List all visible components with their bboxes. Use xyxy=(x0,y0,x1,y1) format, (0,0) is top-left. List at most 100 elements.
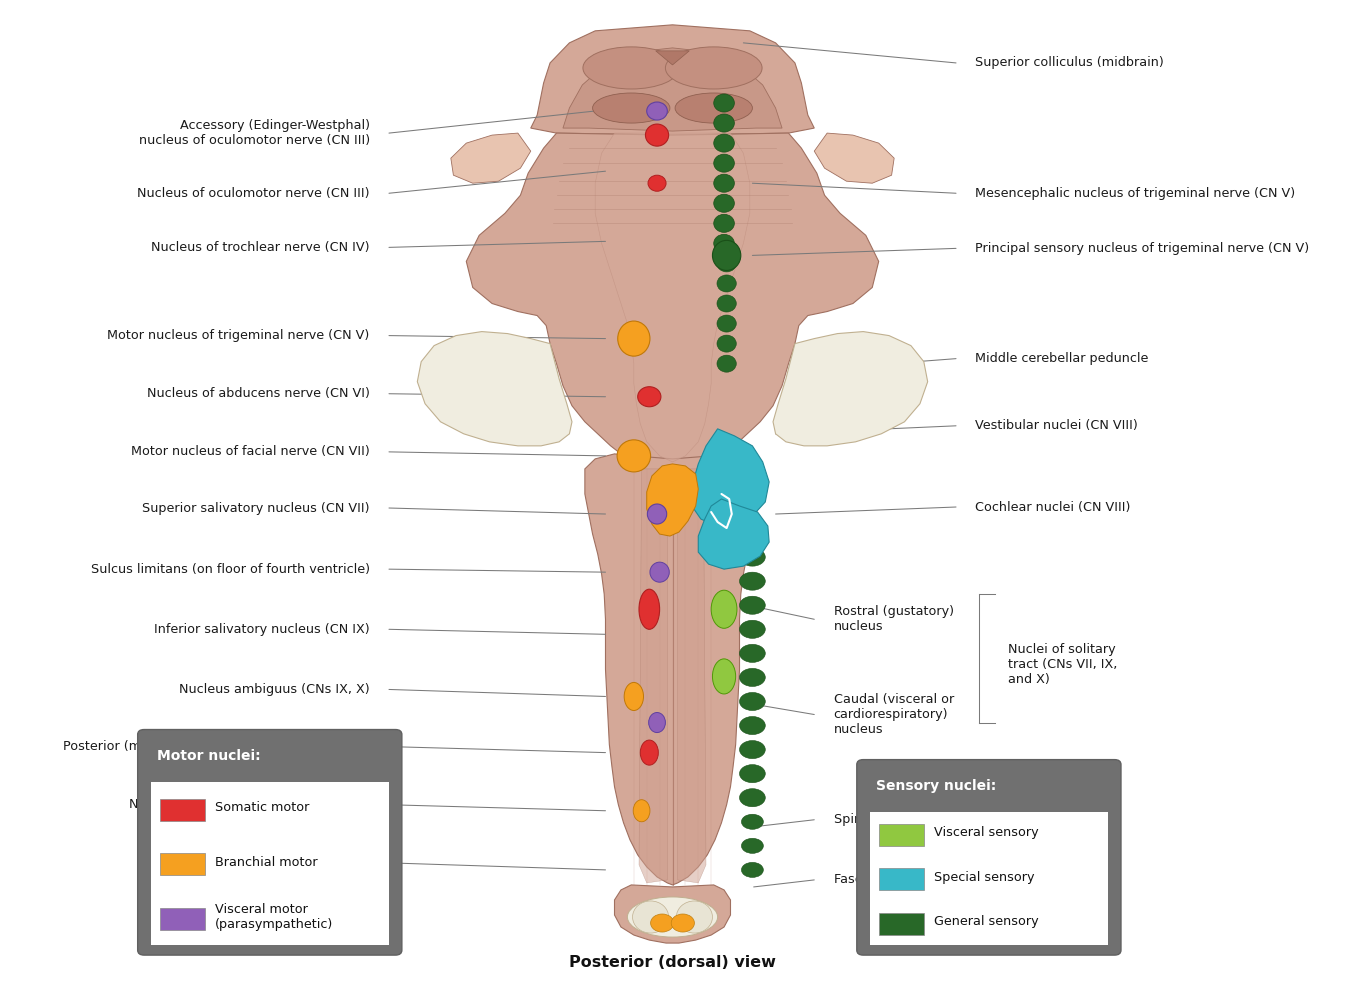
Text: Posterior (motor) nucleus of vagus nerve (CN X): Posterior (motor) nucleus of vagus nerve… xyxy=(63,740,369,753)
Text: Superior salivatory nucleus (CN VII): Superior salivatory nucleus (CN VII) xyxy=(143,502,369,514)
Ellipse shape xyxy=(740,596,766,614)
Text: Nucleus of trochlear nerve (CN IV): Nucleus of trochlear nerve (CN IV) xyxy=(151,241,369,254)
Ellipse shape xyxy=(740,788,766,806)
Ellipse shape xyxy=(676,901,712,933)
Ellipse shape xyxy=(712,659,735,694)
Text: Branchial motor: Branchial motor xyxy=(215,856,318,869)
FancyBboxPatch shape xyxy=(870,811,1109,946)
Ellipse shape xyxy=(627,897,718,937)
Text: Middle cerebellar peduncle: Middle cerebellar peduncle xyxy=(975,352,1148,365)
Polygon shape xyxy=(772,332,927,446)
Bar xyxy=(878,868,923,890)
Text: Special sensory: Special sensory xyxy=(934,871,1034,884)
Text: Nucleus ambiguus (CNs IX, X): Nucleus ambiguus (CNs IX, X) xyxy=(178,683,369,696)
Text: Nucleus of oculomotor nerve (CN III): Nucleus of oculomotor nerve (CN III) xyxy=(137,186,369,200)
Polygon shape xyxy=(698,499,770,570)
Ellipse shape xyxy=(740,668,766,686)
Ellipse shape xyxy=(645,124,668,146)
Ellipse shape xyxy=(740,620,766,638)
Ellipse shape xyxy=(740,765,766,782)
Polygon shape xyxy=(678,469,707,883)
Polygon shape xyxy=(646,464,698,536)
Bar xyxy=(159,799,204,821)
Text: Motor nucleus of facial nerve (CN VII): Motor nucleus of facial nerve (CN VII) xyxy=(130,446,369,459)
Ellipse shape xyxy=(648,175,665,192)
Ellipse shape xyxy=(650,562,670,583)
Ellipse shape xyxy=(740,741,766,759)
Ellipse shape xyxy=(617,322,650,356)
Ellipse shape xyxy=(665,47,761,89)
Polygon shape xyxy=(584,454,760,885)
Text: Nucleus of accessory nerve (CN XI): Nucleus of accessory nerve (CN XI) xyxy=(145,857,369,869)
Ellipse shape xyxy=(718,335,737,352)
Text: Visceral motor
(parasympathetic): Visceral motor (parasympathetic) xyxy=(215,903,333,930)
Text: Spinal nucleus of trigeminal nerve (CN V): Spinal nucleus of trigeminal nerve (CN V… xyxy=(834,813,1099,827)
Text: Sulcus limitans (on floor of fourth ventricle): Sulcus limitans (on floor of fourth vent… xyxy=(91,562,369,576)
Ellipse shape xyxy=(639,590,660,629)
Polygon shape xyxy=(466,133,878,474)
Polygon shape xyxy=(615,885,730,943)
Text: Nucleus of hypoglossal nerve (CN XII): Nucleus of hypoglossal nerve (CN XII) xyxy=(129,798,369,811)
Ellipse shape xyxy=(718,295,737,312)
Text: Mesencephalic nucleus of trigeminal nerve (CN V): Mesencephalic nucleus of trigeminal nerv… xyxy=(975,186,1295,200)
Text: Fasciculus gracilis of medulla oblongata: Fasciculus gracilis of medulla oblongata xyxy=(834,873,1089,886)
Bar xyxy=(159,908,204,929)
Polygon shape xyxy=(563,48,782,131)
Ellipse shape xyxy=(711,591,737,628)
Polygon shape xyxy=(639,469,667,883)
Polygon shape xyxy=(417,332,572,446)
Ellipse shape xyxy=(648,504,667,524)
Ellipse shape xyxy=(718,275,737,292)
Ellipse shape xyxy=(650,914,674,932)
Ellipse shape xyxy=(741,814,763,830)
Bar xyxy=(159,854,204,875)
Ellipse shape xyxy=(713,234,734,252)
Ellipse shape xyxy=(740,644,766,662)
FancyBboxPatch shape xyxy=(151,781,390,946)
Text: Vestibular nuclei (CN VIII): Vestibular nuclei (CN VIII) xyxy=(975,419,1139,432)
Polygon shape xyxy=(595,133,750,462)
Ellipse shape xyxy=(713,114,734,132)
FancyBboxPatch shape xyxy=(137,730,402,956)
Ellipse shape xyxy=(718,355,737,372)
Text: Accessory (Edinger-Westphal)
nucleus of oculomotor nerve (CN III): Accessory (Edinger-Westphal) nucleus of … xyxy=(139,119,369,147)
Ellipse shape xyxy=(740,573,766,591)
Ellipse shape xyxy=(713,195,734,213)
Text: General sensory: General sensory xyxy=(934,915,1039,928)
Ellipse shape xyxy=(713,94,734,112)
Text: Rostral (gustatory)
nucleus: Rostral (gustatory) nucleus xyxy=(834,605,954,633)
Ellipse shape xyxy=(646,102,667,120)
Ellipse shape xyxy=(624,682,643,711)
Ellipse shape xyxy=(718,316,737,332)
Bar xyxy=(878,913,923,934)
Ellipse shape xyxy=(740,717,766,735)
Ellipse shape xyxy=(675,93,752,123)
Ellipse shape xyxy=(632,901,668,933)
Ellipse shape xyxy=(740,692,766,711)
Text: Caudal (visceral or
cardiorespiratory)
nucleus: Caudal (visceral or cardiorespiratory) n… xyxy=(834,694,954,736)
Ellipse shape xyxy=(741,839,763,854)
FancyBboxPatch shape xyxy=(856,760,1121,956)
Ellipse shape xyxy=(712,240,741,270)
Text: Posterior (dorsal) view: Posterior (dorsal) view xyxy=(569,955,777,970)
Ellipse shape xyxy=(713,215,734,232)
Text: Principal sensory nucleus of trigeminal nerve (CN V): Principal sensory nucleus of trigeminal … xyxy=(975,242,1309,255)
Polygon shape xyxy=(656,50,689,65)
Polygon shape xyxy=(451,133,531,183)
Ellipse shape xyxy=(740,524,766,542)
Text: Motor nucleus of trigeminal nerve (CN V): Motor nucleus of trigeminal nerve (CN V) xyxy=(107,329,369,342)
Ellipse shape xyxy=(741,863,763,877)
Polygon shape xyxy=(531,25,814,135)
Ellipse shape xyxy=(583,47,679,89)
Text: Somatic motor: Somatic motor xyxy=(215,801,309,814)
Text: Visceral sensory: Visceral sensory xyxy=(934,827,1039,840)
Ellipse shape xyxy=(641,740,659,765)
Text: Sensory nuclei:: Sensory nuclei: xyxy=(877,779,996,792)
Text: Motor nuclei:: Motor nuclei: xyxy=(156,749,261,763)
Ellipse shape xyxy=(718,255,737,272)
Polygon shape xyxy=(814,133,895,183)
Ellipse shape xyxy=(634,799,650,822)
Ellipse shape xyxy=(713,174,734,193)
Text: Superior colliculus (midbrain): Superior colliculus (midbrain) xyxy=(975,56,1163,70)
Ellipse shape xyxy=(713,154,734,172)
